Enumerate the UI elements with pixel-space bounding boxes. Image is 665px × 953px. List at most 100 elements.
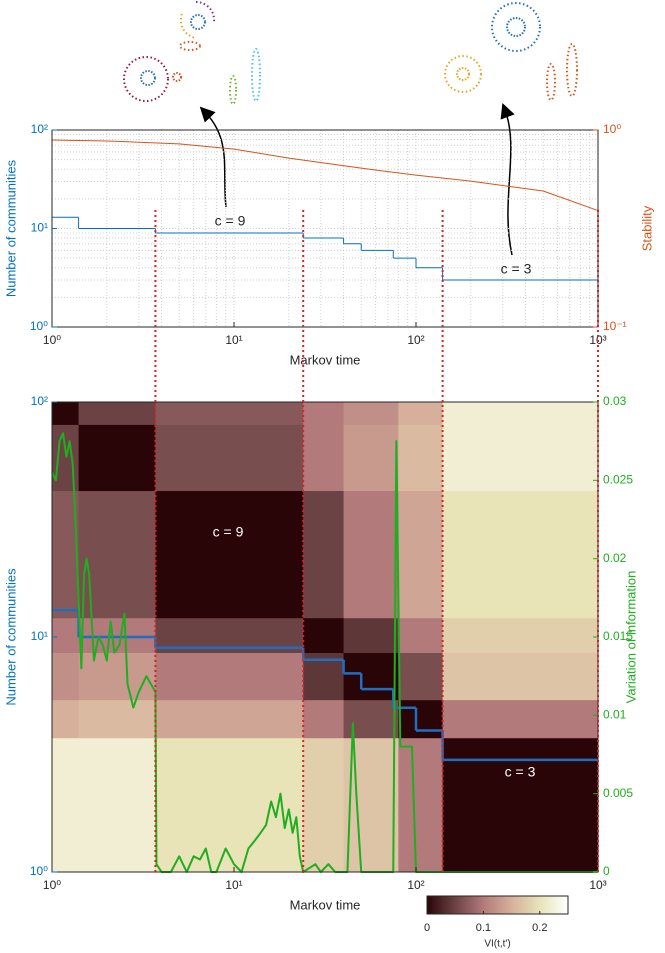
y2-tick-label: 0.015 xyxy=(603,629,633,643)
heatmap-cell xyxy=(398,424,444,492)
heatmap-cell xyxy=(343,491,399,619)
heatmap-cell xyxy=(442,738,599,873)
arrow xyxy=(199,106,227,208)
y2-tick-label: 0.005 xyxy=(603,786,633,800)
heatmap-cell xyxy=(78,652,156,701)
colorbar-swatch xyxy=(502,896,506,914)
heatmap-cell xyxy=(442,618,599,654)
y-axis-label: Number of communities xyxy=(3,568,18,706)
colorbar-swatch xyxy=(448,896,451,914)
colorbar-swatch xyxy=(431,896,435,914)
heatmap-cell xyxy=(303,491,345,619)
heatmap-cell xyxy=(155,491,304,619)
heatmap-cell xyxy=(303,402,345,426)
colorbar-swatch xyxy=(518,896,522,914)
heatmap-cell xyxy=(343,402,399,426)
colorbar-swatch xyxy=(464,896,468,914)
y-tick-label: 10⁰ xyxy=(30,864,48,878)
colorbar-swatch xyxy=(516,896,520,914)
y-tick-label: 10¹ xyxy=(31,221,48,235)
colorbar-swatch xyxy=(492,896,496,914)
annotation: c = 3 xyxy=(501,261,532,277)
heatmap-cell xyxy=(398,402,444,426)
colorbar-swatch xyxy=(563,896,567,914)
colorbar-swatch xyxy=(549,896,553,914)
colorbar-swatch xyxy=(506,896,510,914)
colorbar-swatch xyxy=(523,896,527,914)
cluster-inset-left xyxy=(123,0,261,105)
y2-tick-label: 0.01 xyxy=(603,708,627,722)
colorbar-swatch xyxy=(455,896,459,914)
x-tick-label: 10¹ xyxy=(225,878,242,892)
colorbar-swatch xyxy=(441,896,444,914)
y-tick-label: 10¹ xyxy=(31,629,48,643)
colorbar-swatch xyxy=(457,896,461,914)
heatmap-cell xyxy=(343,424,399,492)
colorbar-swatch xyxy=(434,896,437,914)
y2-tick-label: 0.03 xyxy=(603,394,627,408)
colorbar-tick-label: 0.1 xyxy=(476,922,491,934)
colorbar-swatch xyxy=(553,896,557,914)
colorbar-swatch xyxy=(530,896,534,914)
colorbar-swatch xyxy=(521,896,524,914)
heatmap-cell xyxy=(442,402,599,426)
colorbar-swatch xyxy=(539,896,543,914)
annotation: c = 9 xyxy=(213,524,244,540)
heatmap-cell xyxy=(303,738,345,873)
heatmap-cell xyxy=(303,700,345,739)
colorbar-swatch xyxy=(436,896,440,914)
colorbar-swatch xyxy=(452,896,456,914)
colorbar-swatch xyxy=(497,896,501,914)
colorbar-swatch xyxy=(528,896,531,914)
colorbar-swatch xyxy=(450,896,454,914)
colorbar-swatch xyxy=(488,896,491,914)
x-axis-label: Markov time xyxy=(290,352,361,367)
heatmap-cell xyxy=(303,424,345,492)
colorbar-tick-label: 0.2 xyxy=(532,922,547,934)
colorbar-swatch xyxy=(478,896,482,914)
colorbar-swatch xyxy=(474,896,477,914)
heatmap-cell xyxy=(78,700,156,739)
colorbar-frame xyxy=(426,895,569,915)
colorbar-swatch xyxy=(565,896,569,914)
heatmap-cell xyxy=(52,652,80,701)
colorbar-swatch xyxy=(511,896,515,914)
heatmap-cell xyxy=(442,700,599,739)
heatmap-cell xyxy=(78,424,156,492)
x-tick-label: 10⁰ xyxy=(43,878,61,892)
colorbar-swatch xyxy=(504,896,508,914)
colorbar-label: VI(t,t') xyxy=(484,939,510,950)
colorbar-swatch xyxy=(509,896,513,914)
x-tick-label: 10¹ xyxy=(225,333,242,347)
heatmap-cell xyxy=(78,738,156,873)
heatmap-cell xyxy=(155,700,304,739)
colorbar-swatch xyxy=(483,896,487,914)
heatmap-cell xyxy=(52,738,80,873)
heatmap-cell xyxy=(398,652,444,701)
y-axis-label: Number of communities xyxy=(3,159,18,297)
colorbar-tick-label: 0 xyxy=(424,922,430,934)
colorbar-swatch xyxy=(485,896,489,914)
y-tick-label: 10⁰ xyxy=(30,319,48,333)
heatmap-cell xyxy=(78,402,156,426)
colorbar-swatch xyxy=(427,896,430,914)
x-tick-label: 10² xyxy=(407,878,424,892)
heatmap-cell xyxy=(155,424,304,492)
y2-tick-label: 0.02 xyxy=(603,551,627,565)
colorbar-swatch xyxy=(443,896,447,914)
colorbar-swatch xyxy=(490,896,494,914)
x-axis-label: Markov time xyxy=(290,897,361,912)
x-tick-label: 10² xyxy=(407,333,424,347)
colorbar-swatch xyxy=(546,896,550,914)
colorbar-swatch xyxy=(481,896,484,914)
colorbar-swatch xyxy=(556,896,560,914)
heatmap-cell xyxy=(442,424,599,492)
heatmap-cell xyxy=(52,618,80,654)
heatmap-cell xyxy=(343,652,399,701)
colorbar-swatch xyxy=(429,896,433,914)
colorbar-swatch xyxy=(459,896,463,914)
heatmap-cell xyxy=(398,491,444,619)
colorbar-swatch xyxy=(513,896,517,914)
colorbar-swatch xyxy=(535,896,538,914)
